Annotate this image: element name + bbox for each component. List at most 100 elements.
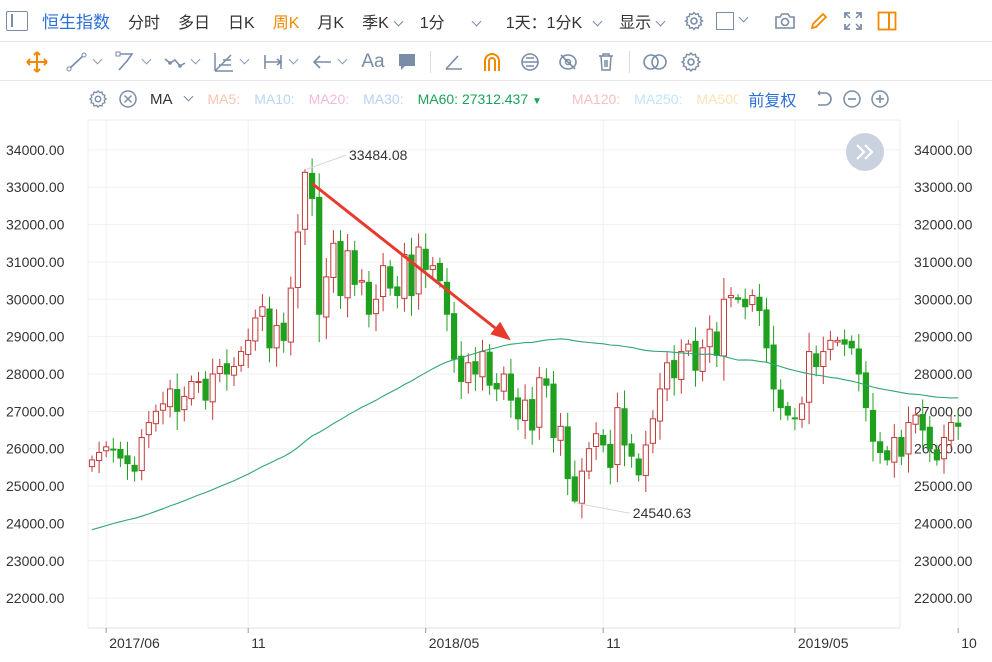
candle-body	[195, 380, 202, 383]
y-tick-label-left: 25000.00	[6, 478, 65, 494]
y-tick-label-right: 34000.00	[914, 142, 973, 158]
magnet-icon[interactable]	[479, 49, 505, 75]
candle-body	[614, 407, 621, 466]
adjust-select[interactable]: 前复权	[748, 93, 797, 110]
candle-body	[152, 410, 160, 425]
candle-body	[500, 373, 507, 392]
display-select[interactable]: 显示	[619, 9, 666, 33]
double-chevron-right-icon	[856, 144, 874, 160]
candle-body	[401, 253, 408, 299]
drawing-toolbar: Aa	[0, 43, 992, 81]
chevron-down-icon[interactable]	[92, 54, 103, 65]
chevron-down-icon[interactable]	[183, 91, 193, 101]
period-monthly[interactable]: 月K	[317, 14, 345, 32]
candle-body	[571, 476, 578, 502]
zoom-in-icon[interactable]	[870, 89, 890, 109]
lock-drawing-icon[interactable]	[517, 49, 543, 75]
arrow-left-icon[interactable]	[309, 49, 335, 75]
chevron-down-icon[interactable]	[141, 54, 152, 65]
line-segment-icon[interactable]	[64, 49, 90, 75]
candle-body	[827, 339, 834, 350]
candle-body	[564, 426, 571, 480]
candle-body	[202, 378, 209, 401]
candle-body	[252, 317, 259, 342]
candle-body	[713, 331, 720, 356]
period-multiday[interactable]: 多日	[178, 14, 211, 32]
period-quarterly[interactable]: 季K	[362, 9, 404, 33]
polyline-icon[interactable]	[113, 49, 139, 75]
candle-body	[607, 443, 614, 468]
grid	[88, 120, 959, 628]
ma-label[interactable]: MA	[150, 90, 173, 108]
indicator-settings-icon[interactable]	[678, 49, 704, 75]
y-tick-label-right: 31000.00	[914, 254, 973, 270]
candle-body	[436, 262, 443, 282]
high-annotation: 33484.08	[349, 147, 408, 163]
candle-body	[550, 383, 557, 439]
candle-body	[791, 417, 798, 420]
candles	[88, 158, 962, 519]
trash-icon[interactable]	[593, 49, 619, 75]
candle-body	[749, 295, 756, 306]
candle-body	[862, 372, 869, 409]
top-toolbar: 恒生指数 分时 多日 日K 周K 月K 季K 1分 1天：1分K 显示	[0, 0, 992, 42]
period-daily[interactable]: 日K	[228, 14, 255, 32]
candle-body	[408, 254, 415, 297]
candle-body	[372, 298, 380, 315]
candle-body	[188, 380, 195, 400]
ma-settings-icon[interactable]	[88, 89, 108, 109]
chevron-down-icon[interactable]	[288, 54, 299, 65]
candle-body	[223, 363, 231, 375]
trend-arrow-head	[490, 321, 511, 341]
ma-close-icon[interactable]	[118, 89, 138, 109]
index-name[interactable]: 恒生指数	[42, 13, 110, 32]
trend-arrow-shaft	[311, 182, 497, 330]
x-axis: 2017/06 11 2018/05 11 2019/05 10	[88, 627, 977, 651]
chevron-down-icon[interactable]	[190, 54, 201, 65]
color-select[interactable]	[716, 9, 749, 33]
candle-body	[649, 418, 656, 444]
x-tick-label: 10	[961, 635, 977, 651]
chevron-down-icon[interactable]	[337, 54, 348, 65]
chevron-down-icon[interactable]	[239, 54, 250, 65]
compare-icon[interactable]	[640, 49, 670, 75]
candle-body	[486, 351, 493, 386]
ma60-value: MA60: 27312.437 ▼	[418, 91, 542, 107]
candlestick-chart[interactable]: 34000.00 33000.00 32000.00 31000.00 30000.00…	[0, 116, 992, 662]
candle-body	[365, 281, 372, 315]
minute-select[interactable]: 1分	[420, 9, 482, 33]
camera-icon[interactable]	[773, 9, 797, 33]
fib-channel-icon[interactable]	[211, 49, 237, 75]
measure-icon[interactable]	[260, 49, 286, 75]
y-axis-right: 34000.00 33000.00 32000.00 31000.00 30000.00…	[914, 142, 973, 606]
pencil-icon[interactable]	[807, 9, 831, 33]
hide-drawing-icon[interactable]	[555, 49, 581, 75]
scroll-right-button[interactable]	[846, 133, 884, 171]
wave-icon[interactable]	[162, 49, 188, 75]
undo-icon[interactable]	[814, 90, 833, 108]
candle-body	[891, 437, 898, 463]
gear-icon[interactable]	[682, 9, 706, 33]
y-tick-label-right: 32000.00	[914, 217, 973, 233]
sidebar-toggle-icon[interactable]	[6, 10, 28, 31]
trend-arrow	[311, 182, 511, 341]
move-icon[interactable]	[24, 49, 50, 75]
candle-body	[798, 403, 806, 420]
y-tick-label-left: 23000.00	[6, 553, 65, 569]
period-weekly[interactable]: 周K	[272, 14, 300, 32]
candle-body	[522, 399, 529, 422]
fullscreen-icon[interactable]	[841, 9, 865, 33]
candle-body	[933, 449, 940, 461]
ma120-value: MA120:	[571, 91, 621, 107]
y-tick-label-right: 29000.00	[914, 329, 973, 345]
range-select[interactable]: 1天：1分K	[506, 9, 603, 33]
candle-body	[301, 171, 309, 230]
period-intraday[interactable]: 分时	[128, 14, 161, 32]
candle-body	[472, 361, 479, 375]
comment-icon[interactable]	[394, 49, 420, 75]
text-tool-icon[interactable]: Aa	[361, 50, 385, 72]
sidebar-panel-icon[interactable]	[875, 9, 899, 33]
zoom-out-icon[interactable]	[842, 89, 862, 109]
candle-body	[344, 250, 351, 299]
angle-icon[interactable]	[441, 49, 467, 75]
